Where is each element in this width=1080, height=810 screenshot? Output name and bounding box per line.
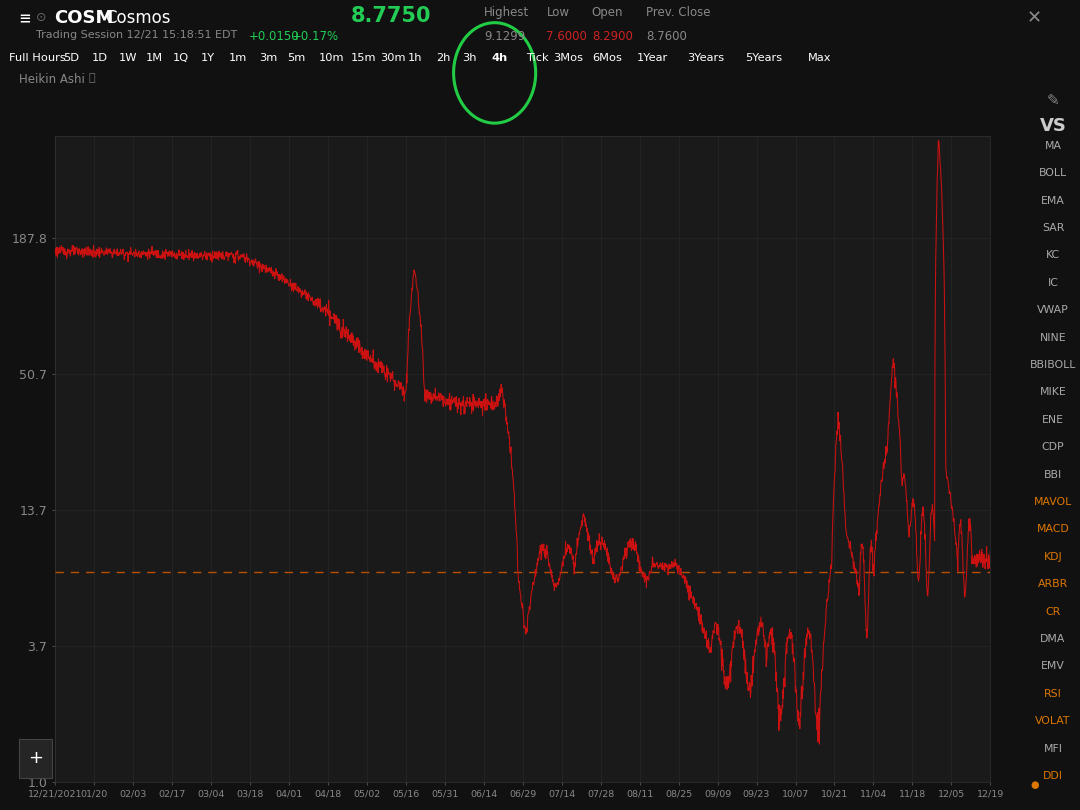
Text: 30m: 30m bbox=[380, 53, 406, 63]
Text: CDP: CDP bbox=[1042, 442, 1064, 452]
Text: Prev. Close: Prev. Close bbox=[646, 6, 711, 19]
Text: 8.2900: 8.2900 bbox=[592, 30, 633, 43]
Text: 15m: 15m bbox=[351, 53, 377, 63]
Text: Max: Max bbox=[808, 53, 832, 63]
Text: +0.17%: +0.17% bbox=[292, 30, 339, 43]
Text: ARBR: ARBR bbox=[1038, 579, 1068, 589]
Text: VS: VS bbox=[1040, 117, 1066, 135]
Text: ✎: ✎ bbox=[1047, 93, 1059, 109]
Text: 1m: 1m bbox=[229, 53, 247, 63]
Text: 1D: 1D bbox=[92, 53, 108, 63]
Text: DDI: DDI bbox=[1043, 771, 1063, 781]
Text: 1M: 1M bbox=[146, 53, 163, 63]
Text: EMA: EMA bbox=[1041, 195, 1065, 206]
Text: MAVOL: MAVOL bbox=[1034, 497, 1072, 507]
Text: 1Y: 1Y bbox=[201, 53, 215, 63]
Text: ENE: ENE bbox=[1042, 415, 1064, 424]
Text: 4h: 4h bbox=[491, 53, 508, 63]
Text: VOLAT: VOLAT bbox=[1036, 716, 1070, 727]
Text: ⊙: ⊙ bbox=[36, 11, 46, 23]
Text: KDJ: KDJ bbox=[1043, 552, 1063, 562]
Text: Full Hours: Full Hours bbox=[9, 53, 66, 63]
Text: 3m: 3m bbox=[259, 53, 278, 63]
Text: 10m: 10m bbox=[319, 53, 345, 63]
Text: VWAP: VWAP bbox=[1037, 305, 1069, 315]
Text: BBI: BBI bbox=[1044, 470, 1062, 480]
Text: 1W: 1W bbox=[119, 53, 137, 63]
Text: 5D: 5D bbox=[63, 53, 79, 63]
Text: +: + bbox=[28, 749, 43, 767]
Text: ✕: ✕ bbox=[1027, 9, 1042, 27]
Text: 8.7600: 8.7600 bbox=[646, 30, 687, 43]
Text: 2h: 2h bbox=[436, 53, 450, 63]
Text: MACD: MACD bbox=[1037, 524, 1069, 535]
Text: MA: MA bbox=[1044, 141, 1062, 151]
Text: 9.1299: 9.1299 bbox=[484, 30, 525, 43]
Text: IC: IC bbox=[1048, 278, 1058, 288]
Text: 3Mos: 3Mos bbox=[553, 53, 583, 63]
Text: 6Mos: 6Mos bbox=[592, 53, 622, 63]
Text: ●: ● bbox=[1030, 780, 1039, 790]
Text: Tick: Tick bbox=[526, 53, 549, 63]
Text: 5Years: 5Years bbox=[745, 53, 782, 63]
Text: BOLL: BOLL bbox=[1039, 168, 1067, 178]
Text: KC: KC bbox=[1045, 250, 1061, 260]
Text: NINE: NINE bbox=[1040, 333, 1066, 343]
Text: Highest: Highest bbox=[484, 6, 529, 19]
Text: MFI: MFI bbox=[1043, 744, 1063, 753]
Text: 1h: 1h bbox=[408, 53, 422, 63]
Text: 3h: 3h bbox=[462, 53, 476, 63]
Text: DMA: DMA bbox=[1040, 634, 1066, 644]
Text: 5m: 5m bbox=[287, 53, 306, 63]
Text: MIKE: MIKE bbox=[1040, 387, 1066, 398]
Text: SAR: SAR bbox=[1042, 223, 1064, 233]
Text: Trading Session 12/21 15:18:51 EDT: Trading Session 12/21 15:18:51 EDT bbox=[36, 30, 237, 40]
Text: 7.6000: 7.6000 bbox=[546, 30, 588, 43]
Text: Heikin Ashi: Heikin Ashi bbox=[19, 73, 85, 86]
Text: ≡: ≡ bbox=[19, 11, 30, 28]
Text: Low: Low bbox=[546, 6, 569, 19]
Text: Open: Open bbox=[592, 6, 623, 19]
Text: Cosmos: Cosmos bbox=[105, 9, 171, 27]
Text: ⓘ: ⓘ bbox=[89, 73, 95, 83]
Text: +0.0150: +0.0150 bbox=[248, 30, 299, 43]
Text: CR: CR bbox=[1045, 607, 1061, 616]
Text: BBIBOLL: BBIBOLL bbox=[1030, 360, 1076, 370]
Text: COSM: COSM bbox=[54, 9, 113, 27]
Text: 1Q: 1Q bbox=[173, 53, 189, 63]
Text: 1Year: 1Year bbox=[637, 53, 669, 63]
Text: 8.7750: 8.7750 bbox=[351, 6, 432, 27]
Text: 3Years: 3Years bbox=[687, 53, 724, 63]
Text: RSI: RSI bbox=[1044, 688, 1062, 699]
Text: EMV: EMV bbox=[1041, 662, 1065, 671]
